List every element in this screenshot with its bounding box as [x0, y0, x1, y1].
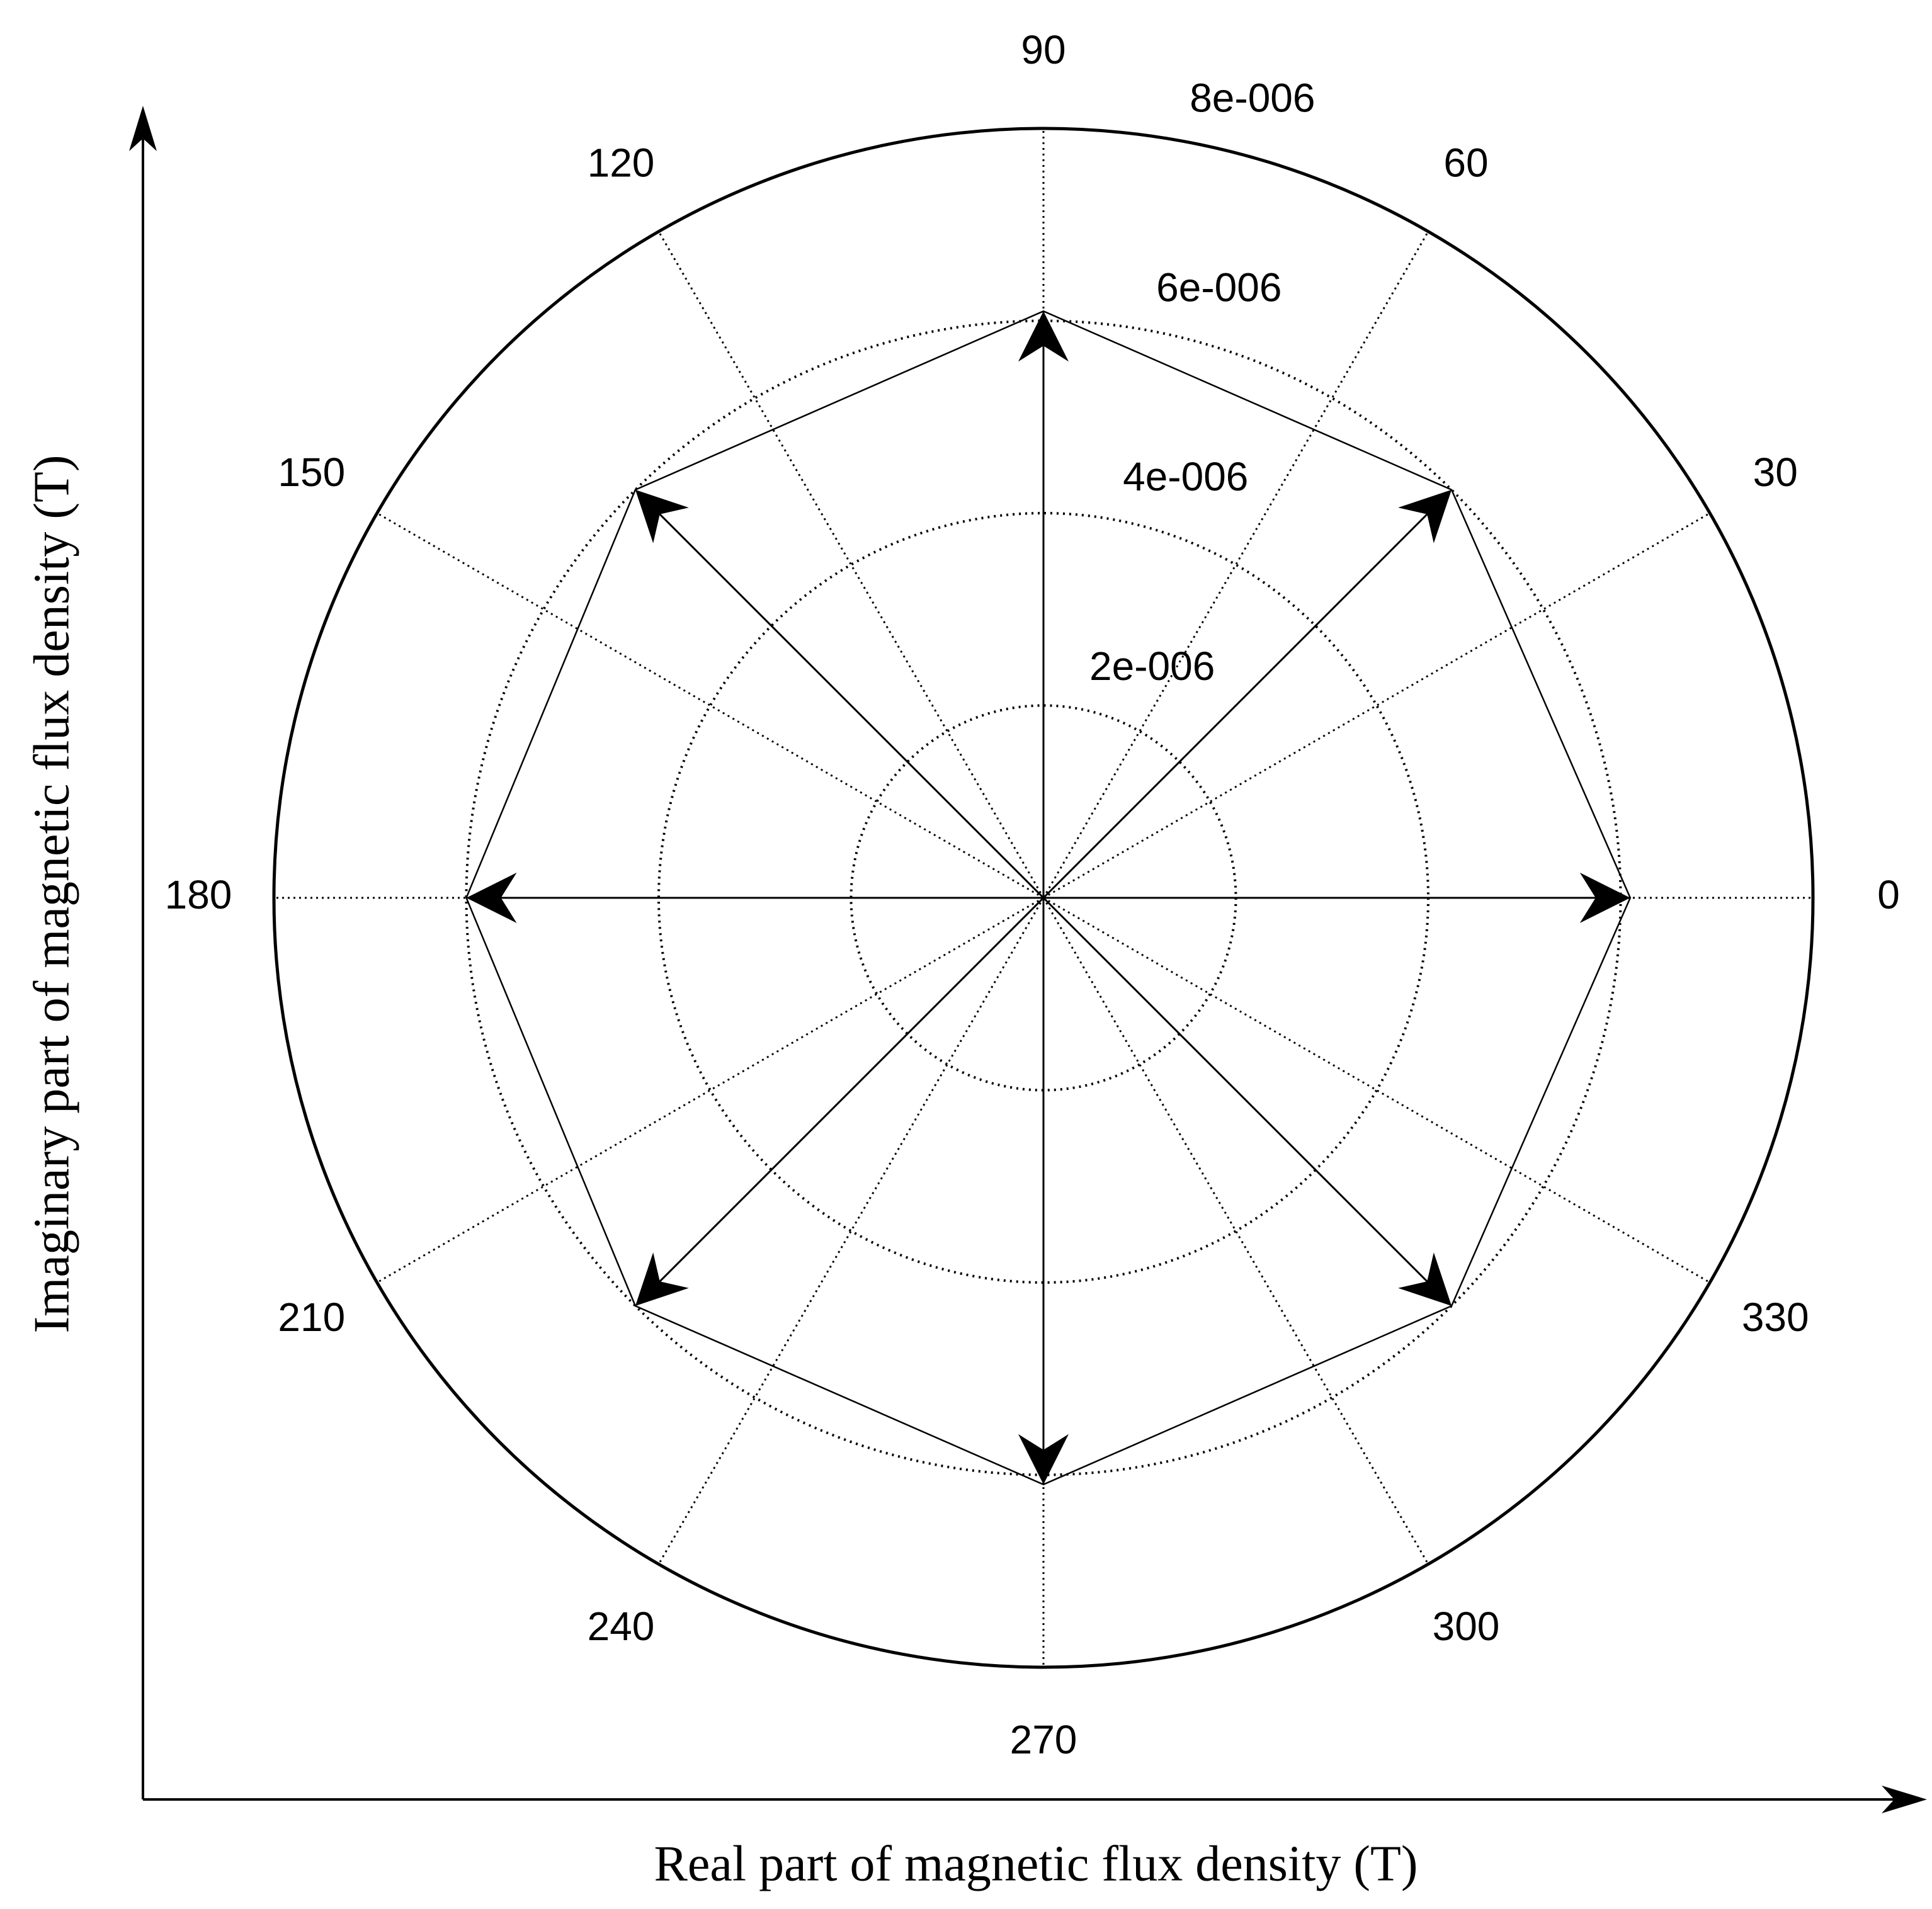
arrow-head: [1398, 1252, 1452, 1306]
arrow-head: [635, 489, 689, 543]
theta-tick-label: 90: [1021, 27, 1065, 72]
arrow-shaft: [652, 897, 1045, 1289]
theta-tick-label: 330: [1742, 1294, 1809, 1340]
r-tick-label: 2e-006: [1089, 643, 1215, 689]
r-tick-label: 6e-006: [1156, 264, 1281, 310]
theta-tick-label: 60: [1443, 140, 1488, 186]
arrow-shaft: [1042, 507, 1435, 899]
spoke: [657, 230, 1045, 898]
theta-tick-label: 120: [588, 140, 655, 186]
theta-tick-label: 0: [1877, 872, 1900, 917]
theta-tick-label: 30: [1753, 450, 1798, 495]
theta-tick-label: 270: [1010, 1717, 1077, 1762]
arrow-head: [635, 1252, 689, 1306]
y-axis-arrow: [129, 106, 157, 151]
spoke: [1043, 897, 1711, 1284]
r-tick-label: 4e-006: [1123, 454, 1248, 499]
outer-circle: [272, 127, 1815, 1669]
y-axis-label: Imaginary part of magnetic flux density …: [24, 455, 79, 1333]
spoke: [376, 512, 1044, 899]
x-axis-arrow: [1882, 1786, 1927, 1813]
theta-tick-label: 300: [1433, 1604, 1500, 1649]
spoke: [376, 897, 1044, 1284]
spoke: [657, 897, 1045, 1565]
r-tick-label: 8e-006: [1190, 75, 1315, 120]
arrow-head: [1018, 311, 1069, 362]
spoke: [1042, 230, 1429, 898]
theta-tick-label: 210: [278, 1294, 345, 1340]
theta-tick-label: 150: [278, 450, 345, 495]
x-axis-label: Real part of magnetic flux density (T): [654, 1836, 1418, 1891]
arrow-head: [466, 873, 517, 923]
arrow-shaft: [1042, 897, 1435, 1289]
arrow-head: [1398, 489, 1452, 543]
theta-tick-label: 240: [588, 1604, 655, 1649]
arrow-head: [1018, 1434, 1069, 1485]
spoke: [1043, 512, 1711, 899]
arrow-head: [1579, 873, 1630, 923]
arrow-shaft: [652, 507, 1045, 899]
spoke: [1042, 897, 1429, 1565]
theta-tick-label: 180: [165, 872, 232, 917]
